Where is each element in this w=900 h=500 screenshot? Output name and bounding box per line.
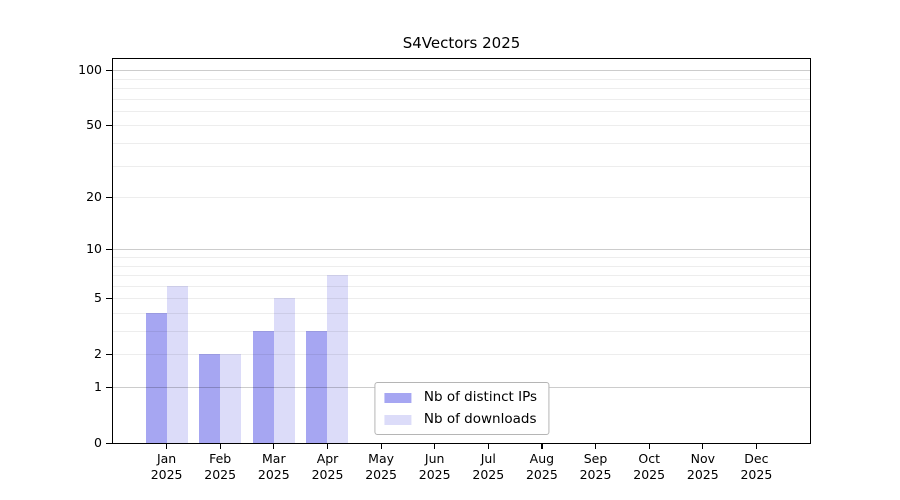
x-tick [595, 444, 597, 449]
bar-apr-distinct-ips [306, 331, 328, 443]
x-tick [755, 444, 758, 449]
y-tick-label: 20 [86, 189, 102, 205]
legend-label-distinct-ips: Nb of distinct IPs [423, 389, 538, 405]
minor-gridline [113, 98, 810, 100]
legend-label-downloads: Nb of downloads [423, 411, 537, 427]
x-tick-label: Dec 2025 [740, 451, 773, 482]
y-tick [106, 386, 113, 388]
bar-mar-distinct-ips [252, 331, 274, 443]
bar-jan-distinct-ips [145, 313, 167, 443]
minor-gridline [113, 331, 810, 332]
minor-gridline [113, 125, 810, 127]
x-tick-label: Jul 2025 [472, 451, 505, 482]
y-tick [106, 248, 113, 250]
y-tick-label: 10 [86, 241, 102, 257]
x-tick [702, 444, 704, 449]
minor-gridline [113, 165, 810, 167]
y-tick-label: 2 [94, 346, 102, 362]
x-tick-label: Oct 2025 [633, 451, 666, 482]
x-tick-label: Apr 2025 [311, 451, 344, 482]
minor-gridline [113, 285, 810, 287]
bars-layer [113, 59, 810, 443]
x-tick [380, 444, 382, 449]
x-tick [487, 444, 489, 449]
x-tick [648, 444, 650, 449]
minor-gridline [113, 265, 810, 267]
y-tick [106, 69, 113, 71]
x-tick [273, 444, 275, 449]
y-tick-label: 50 [86, 117, 102, 133]
minor-gridline [113, 298, 810, 300]
y-tick-label: 100 [78, 62, 102, 78]
minor-gridline [113, 275, 810, 276]
major-gridline [113, 70, 810, 72]
x-tick [219, 444, 221, 449]
y-tick-label: 0 [94, 435, 102, 450]
y-tick [106, 353, 113, 355]
x-tick-label: Jun 2025 [418, 451, 451, 482]
bar-jan-downloads [166, 285, 188, 443]
minor-gridline [113, 88, 810, 89]
y-tick [106, 124, 113, 127]
x-tick [166, 444, 168, 449]
minor-gridline [113, 143, 810, 144]
plot-area: Nb of distinct IPs Nb of downloads [112, 58, 811, 444]
legend-item-distinct-ips: Nb of distinct IPs [383, 389, 538, 406]
x-tick-label: Mar 2025 [257, 451, 290, 482]
minor-gridline [113, 197, 810, 199]
x-tick-label: Aug 2025 [525, 451, 558, 482]
legend-swatch-downloads [383, 414, 411, 425]
legend-swatch-distinct-ips [383, 392, 411, 403]
y-tick [106, 442, 113, 444]
bar-mar-downloads [273, 298, 295, 443]
minor-gridline [113, 110, 810, 112]
x-tick-label: Jan 2025 [150, 451, 183, 482]
y-tick [106, 297, 113, 299]
x-tick-label: May 2025 [365, 451, 397, 482]
x-tick [327, 444, 329, 449]
bar-feb-distinct-ips [199, 354, 221, 443]
bar-feb-downloads [220, 354, 242, 443]
x-tick [541, 444, 543, 449]
legend: Nb of distinct IPs Nb of downloads [373, 382, 550, 435]
major-gridline [113, 249, 810, 251]
bar-apr-downloads [327, 275, 349, 443]
chart-title: S4Vectors 2025 [402, 34, 521, 52]
y-tick [106, 196, 113, 198]
minor-gridline [113, 78, 810, 80]
minor-gridline [113, 354, 810, 356]
minor-gridline [113, 257, 810, 258]
minor-gridline [113, 313, 810, 314]
x-tick [434, 444, 436, 449]
x-tick-label: Feb 2025 [204, 451, 237, 482]
legend-item-downloads: Nb of downloads [383, 411, 537, 428]
x-tick-label: Nov 2025 [686, 451, 719, 482]
y-tick-label: 5 [94, 290, 102, 306]
x-tick-label: Sep 2025 [579, 451, 612, 482]
y-tick-label: 1 [94, 379, 102, 394]
